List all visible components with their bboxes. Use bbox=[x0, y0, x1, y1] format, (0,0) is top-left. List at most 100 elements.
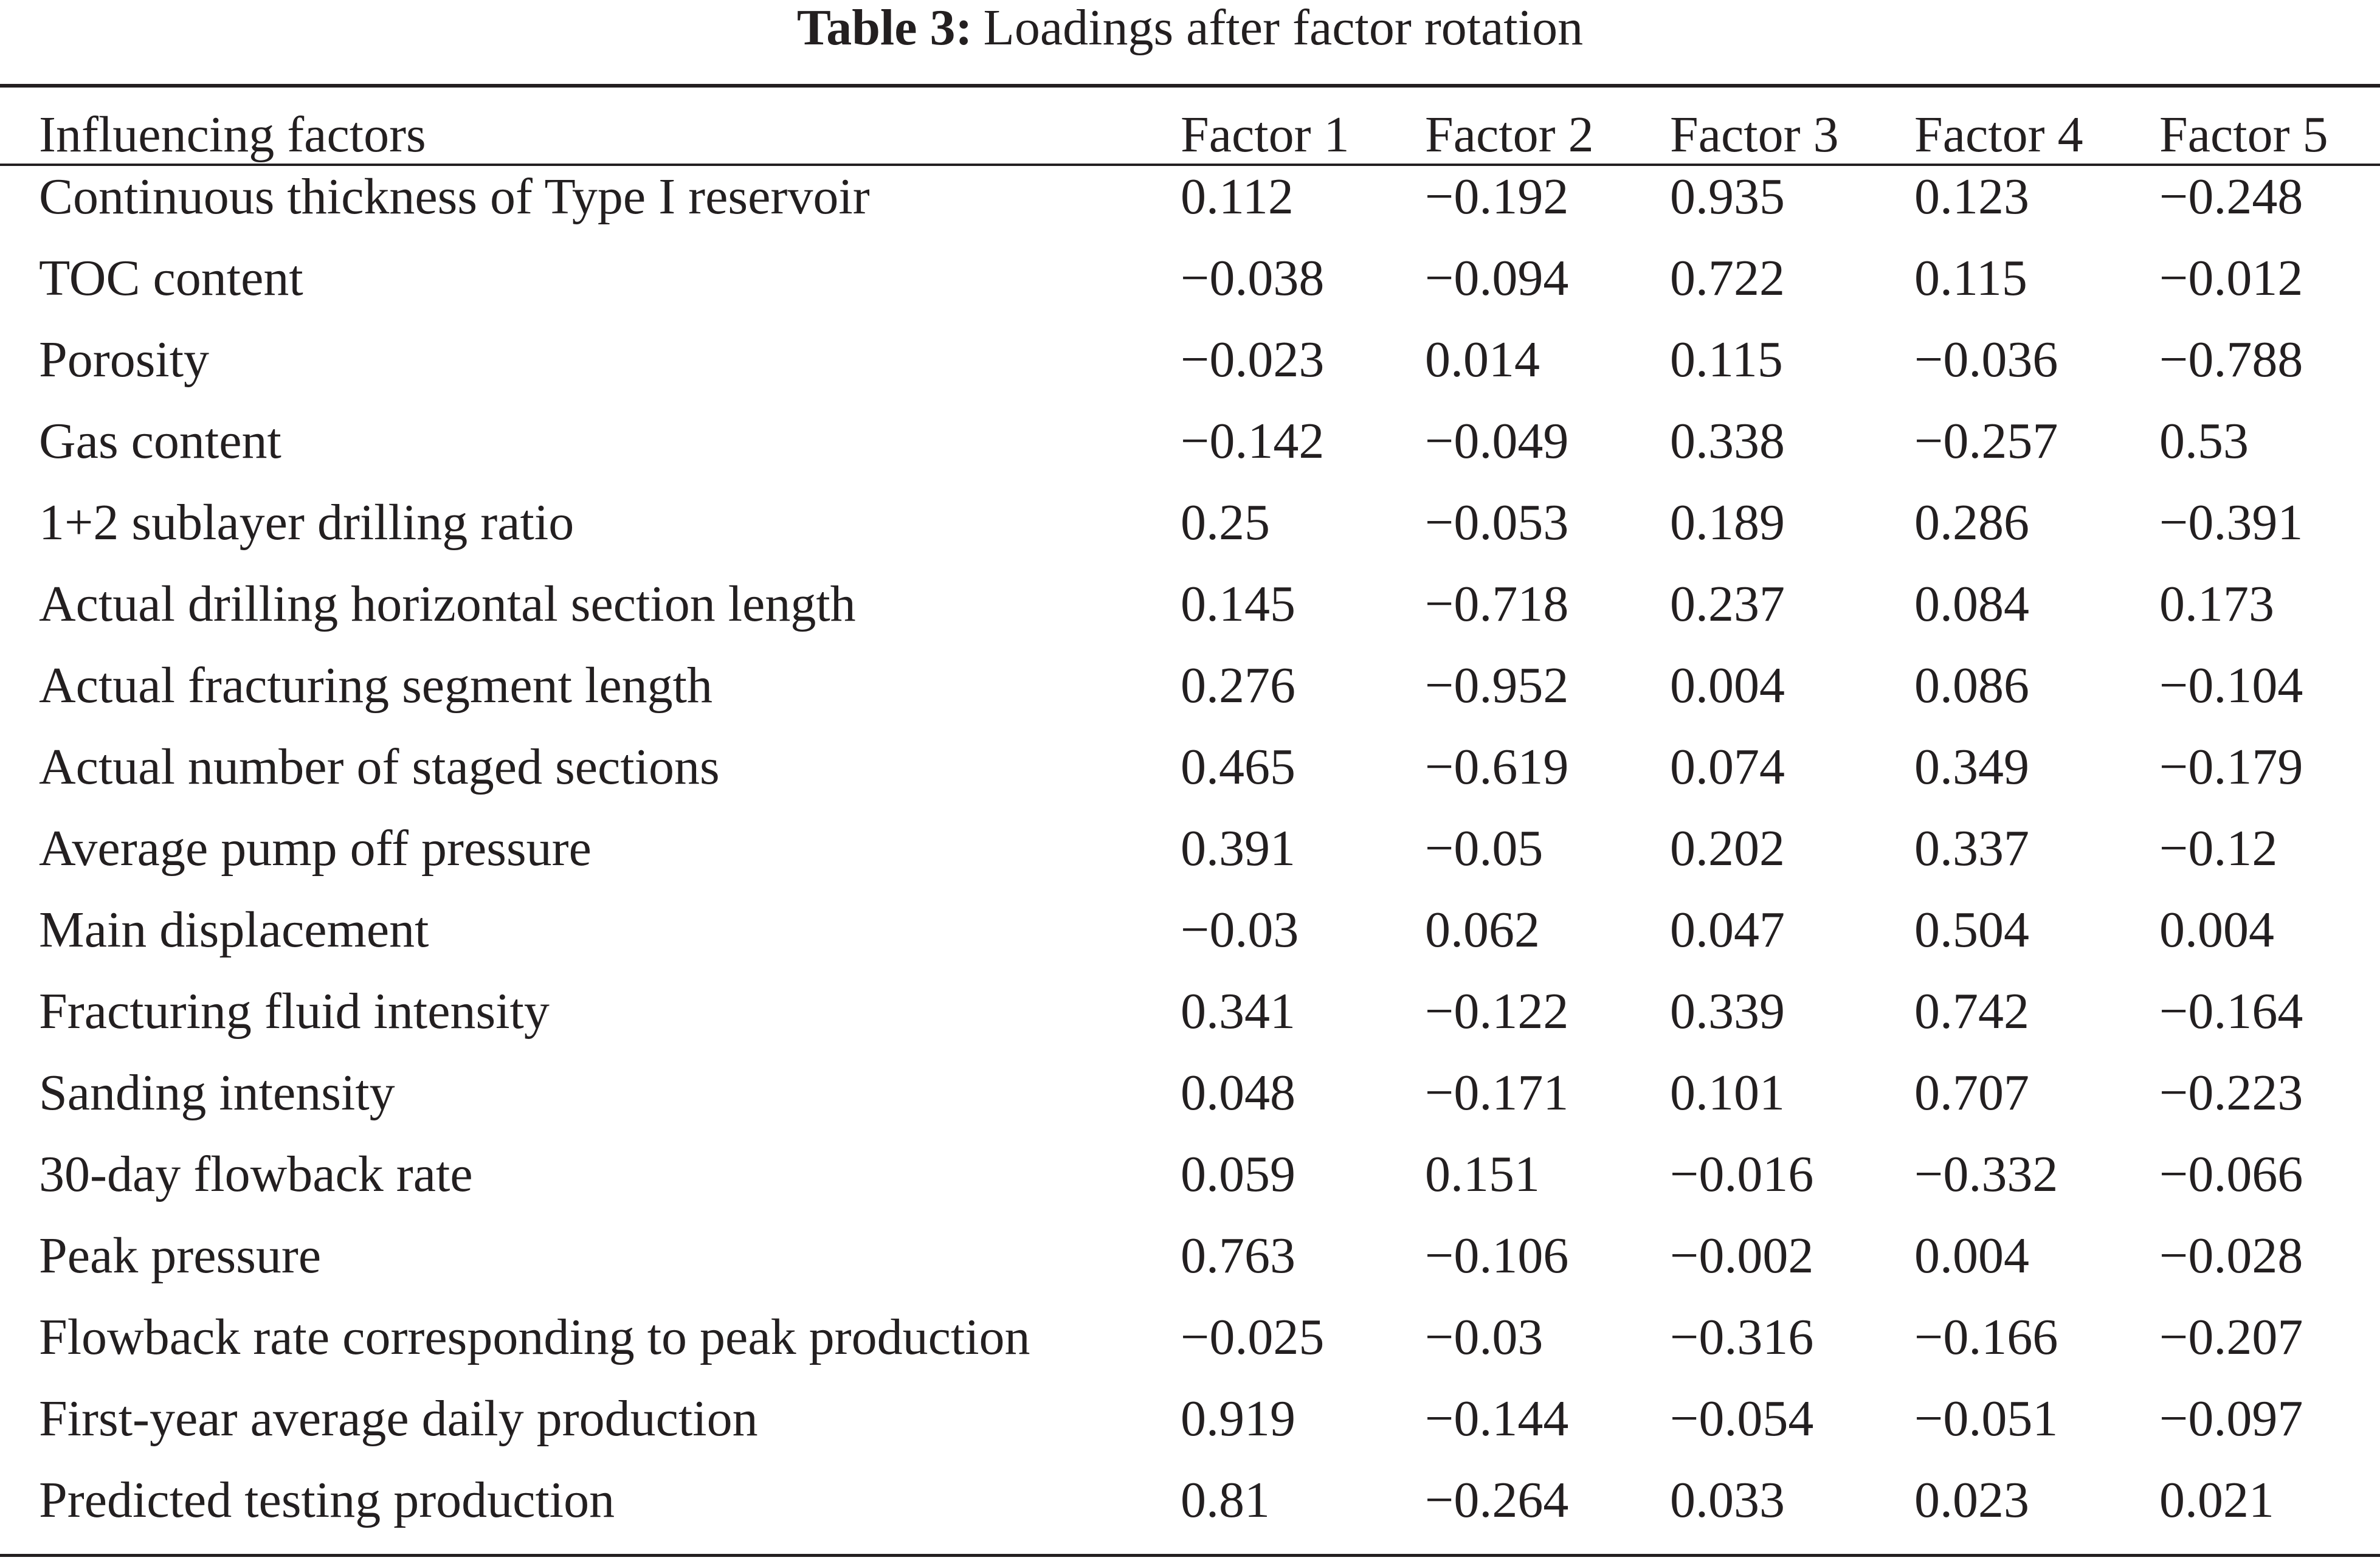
factor-name-cell: Porosity bbox=[39, 331, 210, 388]
table-row: Predicted testing production 0.81 −0.264 0.… bbox=[0, 1469, 2380, 1551]
loading-value-cell: −0.051 bbox=[1914, 1390, 2058, 1447]
loading-value-cell: 0.123 bbox=[1914, 168, 2029, 225]
loading-value-cell: 0.286 bbox=[1914, 494, 2029, 551]
factor-name-cell: 30-day flowback rate bbox=[39, 1146, 473, 1202]
loading-value-cell: −0.054 bbox=[1670, 1390, 1814, 1447]
loading-value-cell: 0.151 bbox=[1425, 1146, 1540, 1202]
loading-value-cell: 0.338 bbox=[1670, 413, 1785, 469]
header-cell-factor-5: Factor 5 bbox=[2159, 106, 2328, 163]
loading-value-cell: −0.094 bbox=[1425, 250, 1569, 306]
loading-value-cell: 0.339 bbox=[1670, 983, 1785, 1040]
table-top-rule bbox=[0, 84, 2380, 88]
factor-name-cell: Actual number of staged sections bbox=[39, 739, 720, 795]
table-row: Peak pressure 0.763 −0.106 −0.002 0.004 −0.02… bbox=[0, 1225, 2380, 1306]
loading-value-cell: 0.084 bbox=[1914, 576, 2029, 632]
loading-value-cell: −0.144 bbox=[1425, 1390, 1569, 1447]
loading-value-cell: −0.122 bbox=[1425, 983, 1569, 1040]
table-bottom-rule bbox=[0, 1554, 2380, 1557]
header-cell-factor-2: Factor 2 bbox=[1425, 106, 1594, 163]
loading-value-cell: 0.173 bbox=[2159, 576, 2274, 632]
loading-value-cell: −0.038 bbox=[1181, 250, 1325, 306]
factor-name-cell: Fracturing fluid intensity bbox=[39, 983, 550, 1040]
loading-value-cell: 0.742 bbox=[1914, 983, 2029, 1040]
table-row: 1+2 sublayer drilling ratio 0.25 −0.053 0.1… bbox=[0, 492, 2380, 573]
loading-value-cell: −0.036 bbox=[1914, 331, 2058, 388]
loading-value-cell: −0.264 bbox=[1425, 1472, 1569, 1528]
loading-value-cell: 0.504 bbox=[1914, 902, 2029, 958]
loading-value-cell: 0.25 bbox=[1181, 494, 1270, 551]
table-caption: Table 3: Loadings after factor rotation bbox=[0, 0, 2380, 61]
factor-name-cell: Peak pressure bbox=[39, 1227, 322, 1284]
loading-value-cell: −0.257 bbox=[1914, 413, 2058, 469]
loading-value-cell: −0.316 bbox=[1670, 1309, 1814, 1365]
factor-name-cell: TOC content bbox=[39, 250, 303, 306]
loading-value-cell: 0.086 bbox=[1914, 657, 2029, 714]
loading-value-cell: −0.192 bbox=[1425, 168, 1569, 225]
table-row: TOC content −0.038 −0.094 0.722 0.115 −0.012 bbox=[0, 247, 2380, 329]
table-row: Continuous thickness of Type I reservoir… bbox=[0, 166, 2380, 247]
loading-value-cell: 0.53 bbox=[2159, 413, 2249, 469]
loading-value-cell: 0.048 bbox=[1181, 1064, 1295, 1121]
table-caption-label: Table 3: bbox=[796, 0, 973, 56]
loading-value-cell: 0.189 bbox=[1670, 494, 1785, 551]
table-row: Average pump off pressure 0.391 −0.05 0.202… bbox=[0, 818, 2380, 899]
loading-value-cell: 0.341 bbox=[1181, 983, 1295, 1040]
loading-value-cell: 0.059 bbox=[1181, 1146, 1295, 1202]
factor-name-cell: Flowback rate corresponding to peak prod… bbox=[39, 1309, 1030, 1365]
loading-value-cell: 0.014 bbox=[1425, 331, 1540, 388]
table-row: Porosity −0.023 0.014 0.115 −0.036 −0.788 bbox=[0, 329, 2380, 410]
table-row: Gas content −0.142 −0.049 0.338 −0.257 0.53 bbox=[0, 410, 2380, 492]
loading-value-cell: −0.028 bbox=[2159, 1227, 2303, 1284]
table-row: First-year average daily production 0.919… bbox=[0, 1388, 2380, 1469]
loading-value-cell: −0.164 bbox=[2159, 983, 2303, 1040]
loading-value-cell: −0.097 bbox=[2159, 1390, 2303, 1447]
table-body: Continuous thickness of Type I reservoir… bbox=[0, 166, 2380, 1551]
loading-value-cell: 0.81 bbox=[1181, 1472, 1270, 1528]
loading-value-cell: 0.391 bbox=[1181, 820, 1295, 877]
loading-value-cell: 0.033 bbox=[1670, 1472, 1785, 1528]
loading-value-cell: −0.016 bbox=[1670, 1146, 1814, 1202]
loading-value-cell: −0.066 bbox=[2159, 1146, 2303, 1202]
table-row: Actual fracturing segment length 0.276 −0.… bbox=[0, 655, 2380, 736]
loading-value-cell: −0.171 bbox=[1425, 1064, 1569, 1121]
loading-value-cell: 0.763 bbox=[1181, 1227, 1295, 1284]
loading-value-cell: −0.106 bbox=[1425, 1227, 1569, 1284]
loading-value-cell: −0.03 bbox=[1425, 1309, 1544, 1365]
table-row: 30-day flowback rate 0.059 0.151 −0.016 −0.3… bbox=[0, 1144, 2380, 1225]
loading-value-cell: −0.025 bbox=[1181, 1309, 1325, 1365]
loading-value-cell: −0.952 bbox=[1425, 657, 1569, 714]
loading-value-cell: 0.115 bbox=[1670, 331, 1783, 388]
factor-name-cell: Continuous thickness of Type I reservoir bbox=[39, 168, 870, 225]
loading-value-cell: 0.919 bbox=[1181, 1390, 1295, 1447]
loading-value-cell: 0.465 bbox=[1181, 739, 1295, 795]
loading-value-cell: 0.115 bbox=[1914, 250, 2027, 306]
loading-value-cell: 0.004 bbox=[2159, 902, 2274, 958]
loading-value-cell: −0.619 bbox=[1425, 739, 1569, 795]
table-row: Actual number of staged sections 0.465 −0.… bbox=[0, 736, 2380, 818]
table-row: Actual drilling horizontal section lengt… bbox=[0, 573, 2380, 655]
loading-value-cell: −0.142 bbox=[1181, 413, 1325, 469]
loading-value-cell: 0.337 bbox=[1914, 820, 2029, 877]
header-cell-factor-3: Factor 3 bbox=[1670, 106, 1839, 163]
loading-value-cell: −0.049 bbox=[1425, 413, 1569, 469]
factor-name-cell: Actual drilling horizontal section lengt… bbox=[39, 576, 856, 632]
table-row: Fracturing fluid intensity 0.341 −0.122 0.3… bbox=[0, 981, 2380, 1062]
loading-value-cell: 0.101 bbox=[1670, 1064, 1785, 1121]
factor-name-cell: Sanding intensity bbox=[39, 1064, 395, 1121]
table-row: Flowback rate corresponding to peak prod… bbox=[0, 1306, 2380, 1388]
factor-name-cell: Actual fracturing segment length bbox=[39, 657, 712, 714]
table-row: Main displacement −0.03 0.062 0.047 0.504 0.0… bbox=[0, 899, 2380, 981]
table-header-row: Influencing factors Factor 1 Factor 2 Fa… bbox=[0, 88, 2380, 164]
loading-value-cell: 0.021 bbox=[2159, 1472, 2274, 1528]
factor-name-cell: First-year average daily production bbox=[39, 1390, 758, 1447]
loading-value-cell: 0.202 bbox=[1670, 820, 1785, 877]
loading-value-cell: −0.002 bbox=[1670, 1227, 1814, 1284]
loading-value-cell: −0.05 bbox=[1425, 820, 1544, 877]
loading-value-cell: 0.047 bbox=[1670, 902, 1785, 958]
factor-name-cell: Main displacement bbox=[39, 902, 429, 958]
loading-value-cell: 0.074 bbox=[1670, 739, 1785, 795]
table-header-rule bbox=[0, 164, 2380, 166]
table-caption-title: Loadings after factor rotation bbox=[983, 0, 1584, 56]
loading-value-cell: −0.012 bbox=[2159, 250, 2303, 306]
loading-value-cell: −0.207 bbox=[2159, 1309, 2303, 1365]
